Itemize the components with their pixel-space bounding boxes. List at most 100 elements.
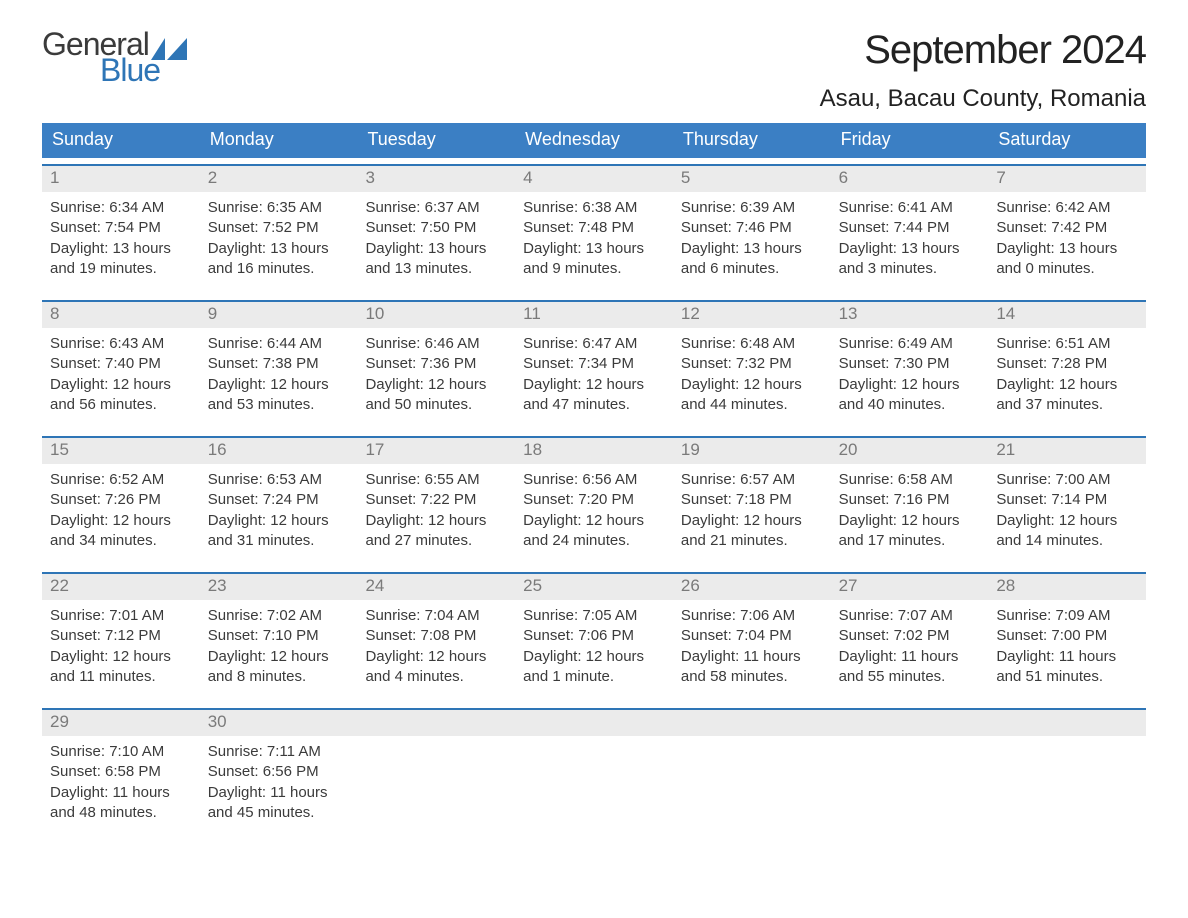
day-body: Sunrise: 6:49 AMSunset: 7:30 PMDaylight:… (831, 328, 989, 421)
day-number: 27 (831, 574, 989, 600)
day-day2: and 55 minutes. (839, 667, 981, 687)
day-day1: Daylight: 12 hours (523, 647, 665, 667)
day-sunrise: Sunrise: 6:52 AM (50, 470, 192, 490)
day-body: Sunrise: 6:48 AMSunset: 7:32 PMDaylight:… (673, 328, 831, 421)
day-sunset: Sunset: 7:26 PM (50, 490, 192, 510)
column-header: Saturday (988, 123, 1146, 158)
day-cell: 16Sunrise: 6:53 AMSunset: 7:24 PMDayligh… (200, 438, 358, 566)
day-sunset: Sunset: 7:34 PM (523, 354, 665, 374)
location: Asau, Bacau County, Romania (820, 85, 1146, 113)
day-cell: 7Sunrise: 6:42 AMSunset: 7:42 PMDaylight… (988, 166, 1146, 294)
day-sunrise: Sunrise: 7:04 AM (365, 606, 507, 626)
day-number: 1 (42, 166, 200, 192)
day-number: 20 (831, 438, 989, 464)
day-cell: 10Sunrise: 6:46 AMSunset: 7:36 PMDayligh… (357, 302, 515, 430)
day-sunrise: Sunrise: 7:06 AM (681, 606, 823, 626)
day-day1: Daylight: 13 hours (839, 239, 981, 259)
week-row: 22Sunrise: 7:01 AMSunset: 7:12 PMDayligh… (42, 572, 1146, 702)
day-number: 29 (42, 710, 200, 736)
calendar: SundayMondayTuesdayWednesdayThursdayFrid… (42, 123, 1146, 838)
header: General Blue September 2024 Asau, Bacau … (42, 28, 1146, 113)
day-day2: and 24 minutes. (523, 531, 665, 551)
day-cell: 13Sunrise: 6:49 AMSunset: 7:30 PMDayligh… (831, 302, 989, 430)
day-body: Sunrise: 7:09 AMSunset: 7:00 PMDaylight:… (988, 600, 1146, 693)
day-body: Sunrise: 6:39 AMSunset: 7:46 PMDaylight:… (673, 192, 831, 285)
week-row: 8Sunrise: 6:43 AMSunset: 7:40 PMDaylight… (42, 300, 1146, 430)
day-sunrise: Sunrise: 6:51 AM (996, 334, 1138, 354)
day-body: Sunrise: 7:01 AMSunset: 7:12 PMDaylight:… (42, 600, 200, 693)
day-day1: Daylight: 11 hours (50, 783, 192, 803)
day-sunset: Sunset: 7:16 PM (839, 490, 981, 510)
day-number: 2 (200, 166, 358, 192)
column-header: Friday (831, 123, 989, 158)
day-body: Sunrise: 7:02 AMSunset: 7:10 PMDaylight:… (200, 600, 358, 693)
day-day1: Daylight: 13 hours (681, 239, 823, 259)
day-sunset: Sunset: 7:52 PM (208, 218, 350, 238)
day-sunset: Sunset: 7:44 PM (839, 218, 981, 238)
day-sunset: Sunset: 6:58 PM (50, 762, 192, 782)
day-sunrise: Sunrise: 6:57 AM (681, 470, 823, 490)
day-cell (357, 710, 515, 838)
day-number (515, 710, 673, 736)
day-number: 21 (988, 438, 1146, 464)
day-sunset: Sunset: 7:04 PM (681, 626, 823, 646)
day-number: 9 (200, 302, 358, 328)
day-day2: and 58 minutes. (681, 667, 823, 687)
day-day2: and 37 minutes. (996, 395, 1138, 415)
day-sunrise: Sunrise: 6:49 AM (839, 334, 981, 354)
day-number (831, 710, 989, 736)
day-cell: 5Sunrise: 6:39 AMSunset: 7:46 PMDaylight… (673, 166, 831, 294)
day-day1: Daylight: 12 hours (839, 511, 981, 531)
day-sunrise: Sunrise: 6:42 AM (996, 198, 1138, 218)
day-day1: Daylight: 12 hours (996, 511, 1138, 531)
day-body: Sunrise: 7:06 AMSunset: 7:04 PMDaylight:… (673, 600, 831, 693)
day-number: 23 (200, 574, 358, 600)
day-day2: and 1 minute. (523, 667, 665, 687)
day-number (357, 710, 515, 736)
day-day2: and 3 minutes. (839, 259, 981, 279)
day-sunrise: Sunrise: 7:02 AM (208, 606, 350, 626)
day-day2: and 21 minutes. (681, 531, 823, 551)
day-number: 5 (673, 166, 831, 192)
day-day1: Daylight: 13 hours (523, 239, 665, 259)
day-day1: Daylight: 12 hours (996, 375, 1138, 395)
day-day1: Daylight: 12 hours (50, 375, 192, 395)
day-sunset: Sunset: 7:38 PM (208, 354, 350, 374)
day-body: Sunrise: 6:43 AMSunset: 7:40 PMDaylight:… (42, 328, 200, 421)
day-cell (673, 710, 831, 838)
day-cell (988, 710, 1146, 838)
day-day2: and 40 minutes. (839, 395, 981, 415)
day-body: Sunrise: 6:57 AMSunset: 7:18 PMDaylight:… (673, 464, 831, 557)
day-sunrise: Sunrise: 7:09 AM (996, 606, 1138, 626)
day-day2: and 8 minutes. (208, 667, 350, 687)
day-number: 30 (200, 710, 358, 736)
day-cell: 14Sunrise: 6:51 AMSunset: 7:28 PMDayligh… (988, 302, 1146, 430)
day-day1: Daylight: 12 hours (365, 511, 507, 531)
day-number (673, 710, 831, 736)
day-cell: 11Sunrise: 6:47 AMSunset: 7:34 PMDayligh… (515, 302, 673, 430)
day-number: 24 (357, 574, 515, 600)
day-body: Sunrise: 6:44 AMSunset: 7:38 PMDaylight:… (200, 328, 358, 421)
day-day1: Daylight: 13 hours (50, 239, 192, 259)
column-header: Tuesday (357, 123, 515, 158)
day-number: 28 (988, 574, 1146, 600)
day-body: Sunrise: 6:52 AMSunset: 7:26 PMDaylight:… (42, 464, 200, 557)
day-number: 17 (357, 438, 515, 464)
day-cell: 22Sunrise: 7:01 AMSunset: 7:12 PMDayligh… (42, 574, 200, 702)
day-cell: 28Sunrise: 7:09 AMSunset: 7:00 PMDayligh… (988, 574, 1146, 702)
day-day1: Daylight: 11 hours (996, 647, 1138, 667)
day-body: Sunrise: 6:47 AMSunset: 7:34 PMDaylight:… (515, 328, 673, 421)
day-cell: 30Sunrise: 7:11 AMSunset: 6:56 PMDayligh… (200, 710, 358, 838)
day-day2: and 14 minutes. (996, 531, 1138, 551)
day-day1: Daylight: 11 hours (839, 647, 981, 667)
day-sunset: Sunset: 7:32 PM (681, 354, 823, 374)
day-day1: Daylight: 12 hours (523, 511, 665, 531)
day-body: Sunrise: 6:37 AMSunset: 7:50 PMDaylight:… (357, 192, 515, 285)
day-day2: and 0 minutes. (996, 259, 1138, 279)
day-cell: 6Sunrise: 6:41 AMSunset: 7:44 PMDaylight… (831, 166, 989, 294)
day-day2: and 45 minutes. (208, 803, 350, 823)
day-cell: 27Sunrise: 7:07 AMSunset: 7:02 PMDayligh… (831, 574, 989, 702)
day-number: 3 (357, 166, 515, 192)
day-day2: and 53 minutes. (208, 395, 350, 415)
day-day1: Daylight: 12 hours (208, 647, 350, 667)
